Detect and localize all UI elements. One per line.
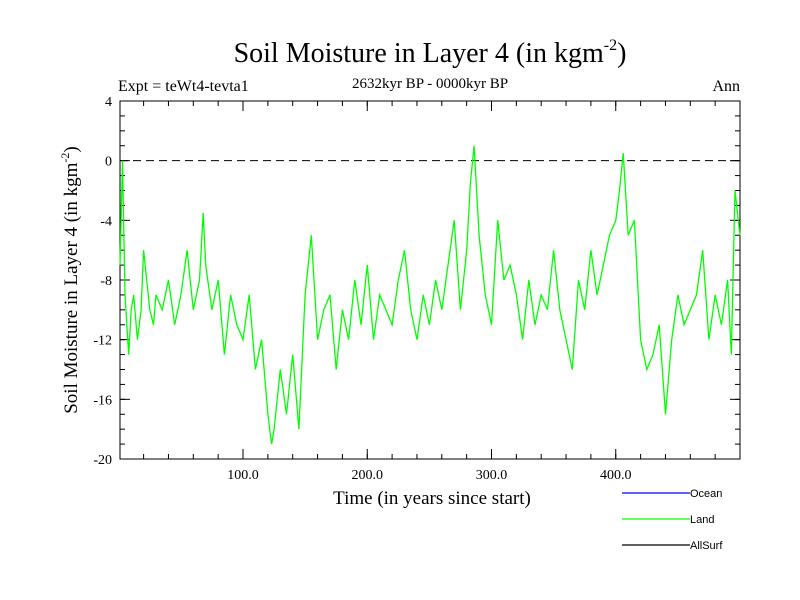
x-tick-label: 100.0 — [227, 468, 259, 483]
minor-ticks — [120, 100, 740, 460]
chart-subtitle: 2632kyr BP - 0000kyr BP — [352, 76, 508, 92]
legend: Ocean Land AllSurf — [622, 488, 723, 552]
y-tick-label: 0 — [105, 155, 112, 170]
chart-title-close: ) — [617, 38, 626, 69]
y-tick-label: -20 — [93, 453, 112, 468]
y-tick-label: -4 — [100, 214, 112, 229]
experiment-label: Expt = teWt4-tevta1 — [118, 78, 249, 95]
y-axis-label: Soil Moisture in Layer 4 (in kgm-2) — [58, 146, 82, 414]
x-axis-ticks: 100.0 200.0 300.0 400.0 — [227, 101, 632, 483]
legend-label-allsurf: AllSurf — [690, 540, 723, 552]
y-axis-label-close: ) — [61, 146, 82, 152]
series-line-land — [119, 145, 741, 445]
x-axis-label: Time (in years since start) — [333, 488, 531, 509]
y-tick-label: -12 — [93, 334, 112, 349]
chart-title-superscript: -2 — [604, 37, 617, 54]
x-tick-label: 200.0 — [352, 468, 384, 483]
chart-title-main: Soil Moisture in Layer 4 (in kgm — [234, 38, 604, 69]
period-label: Ann — [712, 78, 740, 95]
y-tick-label: -16 — [93, 393, 112, 408]
y-axis-label-main: Soil Moisture in Layer 4 (in kgm — [61, 162, 82, 413]
legend-label-land: Land — [690, 514, 714, 526]
y-tick-label: -8 — [100, 274, 112, 289]
y-axis-label-superscript: -2 — [58, 153, 72, 163]
y-tick-label: 4 — [105, 95, 112, 110]
x-tick-label: 300.0 — [476, 468, 508, 483]
legend-label-ocean: Ocean — [690, 488, 722, 500]
chart-title: Soil Moisture in Layer 4 (in kgm-2) — [234, 37, 627, 69]
x-tick-label: 400.0 — [600, 468, 632, 483]
plot-frame — [119, 100, 741, 460]
